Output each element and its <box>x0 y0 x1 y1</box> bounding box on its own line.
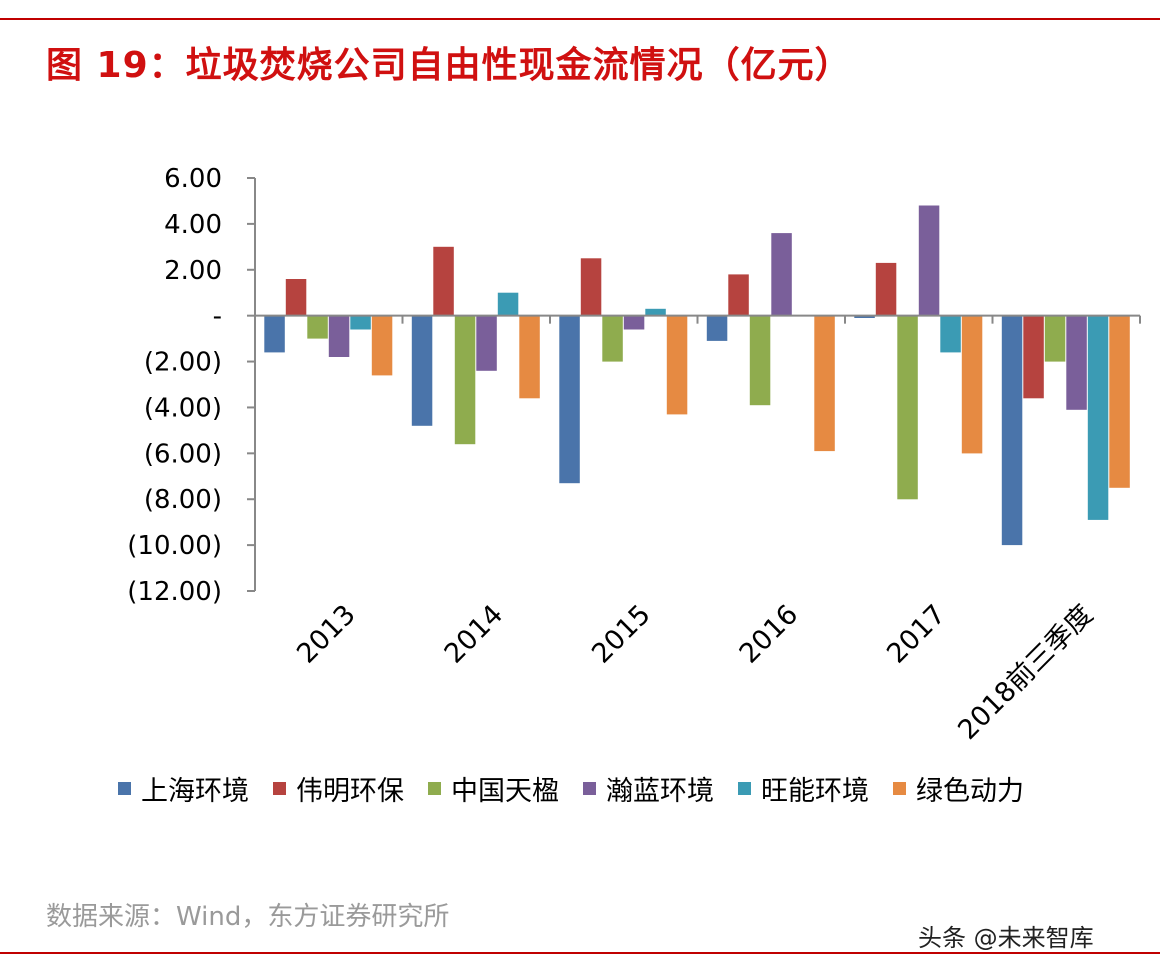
bar <box>1066 315 1087 410</box>
bar <box>749 315 771 406</box>
y-tick-label: (4.00) <box>144 393 222 423</box>
legend-swatch <box>118 781 131 795</box>
bar <box>814 315 835 452</box>
bar <box>1109 315 1130 488</box>
bar <box>1044 315 1066 362</box>
bar <box>854 315 875 318</box>
bar <box>602 315 623 362</box>
bar <box>371 315 393 376</box>
y-tick-label: 2.00 <box>164 256 222 286</box>
legend-item: 伟明环保 <box>273 769 404 808</box>
legend-swatch <box>583 781 596 795</box>
bar <box>1001 315 1023 546</box>
legend-item: 上海环境 <box>118 769 249 808</box>
bar <box>897 315 918 500</box>
bar <box>1087 315 1109 520</box>
bar <box>875 262 897 316</box>
bar <box>350 315 371 330</box>
bar <box>645 308 666 316</box>
bar <box>580 258 602 316</box>
legend-label: 上海环境 <box>141 775 249 807</box>
legend-label: 旺能环境 <box>761 775 869 807</box>
bar <box>961 315 983 454</box>
y-tick-label: 6.00 <box>164 164 222 194</box>
bar <box>433 246 454 316</box>
x-category-label: 2016 <box>734 599 805 670</box>
bar <box>623 315 645 330</box>
chart-legend: 上海环境 伟明环保 中国天楹 瀚蓝环境 旺能环境 绿色动力 <box>118 768 1024 808</box>
bar <box>454 315 476 445</box>
legend-item: 绿色动力 <box>893 769 1024 808</box>
legend-swatch <box>428 781 441 795</box>
bar <box>264 315 285 353</box>
y-tick-label: - <box>213 302 222 332</box>
bar <box>476 315 497 371</box>
y-tick-label: (2.00) <box>144 348 222 378</box>
legend-swatch <box>273 781 286 795</box>
bar <box>307 315 328 339</box>
bottom-rule <box>0 952 1160 954</box>
x-category-label: 2013 <box>291 599 362 670</box>
bar <box>559 315 580 484</box>
figure-title: 图 19：垃圾焚烧公司自由性现金流情况（亿元） <box>46 45 852 86</box>
bar <box>771 233 792 316</box>
top-rule <box>0 18 1160 20</box>
legend-label: 绿色动力 <box>916 775 1024 807</box>
x-category-label: 2014 <box>439 599 510 670</box>
watermark: 头条 @未来智库 <box>918 924 1094 952</box>
source-note: 数据来源：Wind，东方证券研究所 <box>46 902 450 932</box>
bar <box>519 315 540 399</box>
legend-label: 伟明环保 <box>296 775 404 807</box>
y-tick-label: (12.00) <box>127 577 222 607</box>
legend-item: 旺能环境 <box>738 769 869 808</box>
legend-item: 中国天楹 <box>428 769 559 808</box>
legend-item: 瀚蓝环境 <box>583 769 714 808</box>
x-category-label: 2015 <box>586 599 657 670</box>
bar <box>918 205 940 316</box>
bar <box>497 292 519 316</box>
bar <box>411 315 433 426</box>
bar <box>706 315 728 341</box>
legend-swatch <box>893 781 906 795</box>
y-tick-label: (10.00) <box>127 531 222 561</box>
bar <box>328 315 350 357</box>
y-tick-label: 4.00 <box>164 210 222 240</box>
y-tick-label: (6.00) <box>144 439 222 469</box>
bar <box>285 279 307 316</box>
bar <box>666 315 688 415</box>
bar <box>1023 315 1044 399</box>
legend-label: 瀚蓝环境 <box>606 775 714 807</box>
bar <box>728 274 749 316</box>
y-tick-label: (8.00) <box>144 485 222 515</box>
legend-label: 中国天楹 <box>451 775 559 807</box>
x-category-label: 2017 <box>881 599 952 670</box>
legend-swatch <box>738 781 751 795</box>
bar <box>940 315 961 353</box>
x-category-label: 2018前三季度 <box>952 599 1099 746</box>
